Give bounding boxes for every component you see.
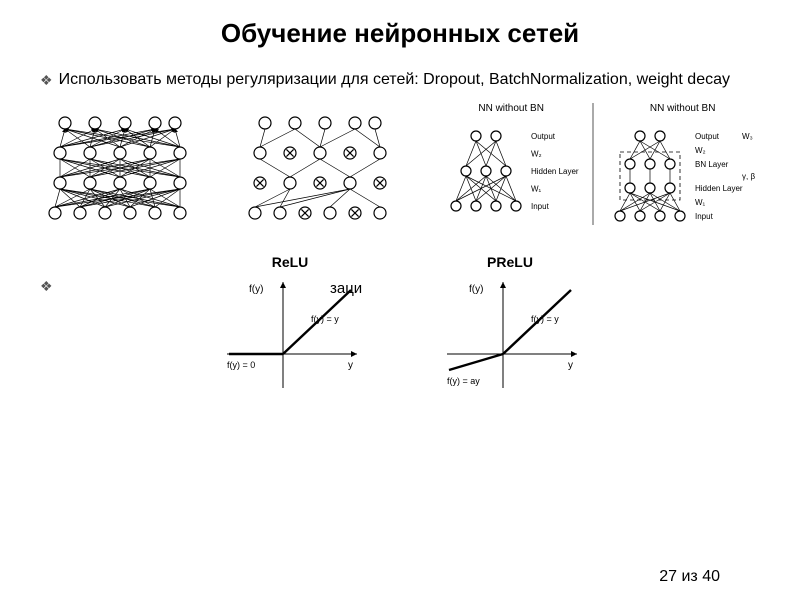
svg-text:W₂: W₂: [531, 150, 542, 159]
prelu-plot: f(y) y f(y) = y f(y) = ay: [435, 274, 585, 394]
bn-left-title: NN without BN: [436, 103, 586, 114]
svg-text:f(y): f(y): [469, 284, 483, 295]
bn-divider: [590, 103, 596, 225]
nn-dropout-diagram: [235, 103, 400, 233]
svg-text:f(y) = 0: f(y) = 0: [227, 360, 255, 370]
svg-text:y: y: [348, 360, 353, 371]
svg-text:W₃: W₃: [742, 132, 753, 141]
diamond-bullet-icon: ❖: [40, 69, 53, 91]
activation-row: ReLU f(y)yf(y) = yf(y) = 0 PReLU f(y)yf(…: [0, 254, 800, 399]
svg-text:Hidden Layer: Hidden Layer: [531, 167, 579, 176]
bullet-1-text: Использовать методы регуляризации для се…: [59, 69, 730, 91]
bullet-1: ❖ Использовать методы регуляризации для …: [0, 49, 800, 95]
bn-right-title: NN without BN: [600, 103, 765, 114]
svg-text:W₁: W₁: [695, 198, 706, 207]
relu-block: ReLU f(y) y f(y) = y f(y) = 0: [215, 254, 365, 399]
bn-left-diagram: Output Hidden Layer Input W₁ W₂: [436, 116, 586, 226]
svg-text:W₁: W₁: [531, 185, 542, 194]
svg-text:W₂: W₂: [695, 146, 706, 155]
prelu-block: PReLU f(y) y f(y) = y f(y) = ay: [435, 254, 585, 399]
svg-text:f(y) = ay: f(y) = ay: [447, 376, 480, 386]
svg-text:Input: Input: [531, 202, 550, 211]
bn-right-diagram: Output BN Layer Hidden Layer Input W₁ W₂ W₃ γ, …: [600, 116, 765, 231]
bn-left-block: NN without BN Output Hidden Layer Input W₁ W…: [436, 103, 586, 236]
prelu-label: PReLU: [435, 254, 585, 270]
svg-text:BN Layer: BN Layer: [695, 160, 729, 169]
svg-text:Input: Input: [695, 212, 714, 221]
diagrams-row: NN without BN Output Hidden Layer Input W₁ W…: [0, 95, 800, 236]
svg-text:Hidden Layer: Hidden Layer: [695, 184, 743, 193]
page-counter: 27 из 40: [659, 568, 720, 586]
page-title: Обучение нейронных сетей: [0, 0, 800, 49]
nn-full-diagram: [35, 103, 200, 233]
diamond-bullet-icon-2: ❖: [40, 278, 53, 295]
relu-label: ReLU: [215, 254, 365, 270]
svg-text:f(y): f(y): [249, 284, 263, 295]
svg-text:γ, β: γ, β: [742, 172, 755, 181]
bn-right-block: NN without BN Output BN Layer Hidden Layer…: [600, 103, 765, 236]
svg-text:Output: Output: [531, 132, 556, 141]
svg-text:f(y) = y: f(y) = y: [531, 314, 559, 324]
partial-text-fragment: заци: [330, 280, 362, 297]
svg-text:f(y) = y: f(y) = y: [311, 314, 339, 324]
svg-text:Output: Output: [695, 132, 720, 141]
svg-text:y: y: [568, 360, 573, 371]
